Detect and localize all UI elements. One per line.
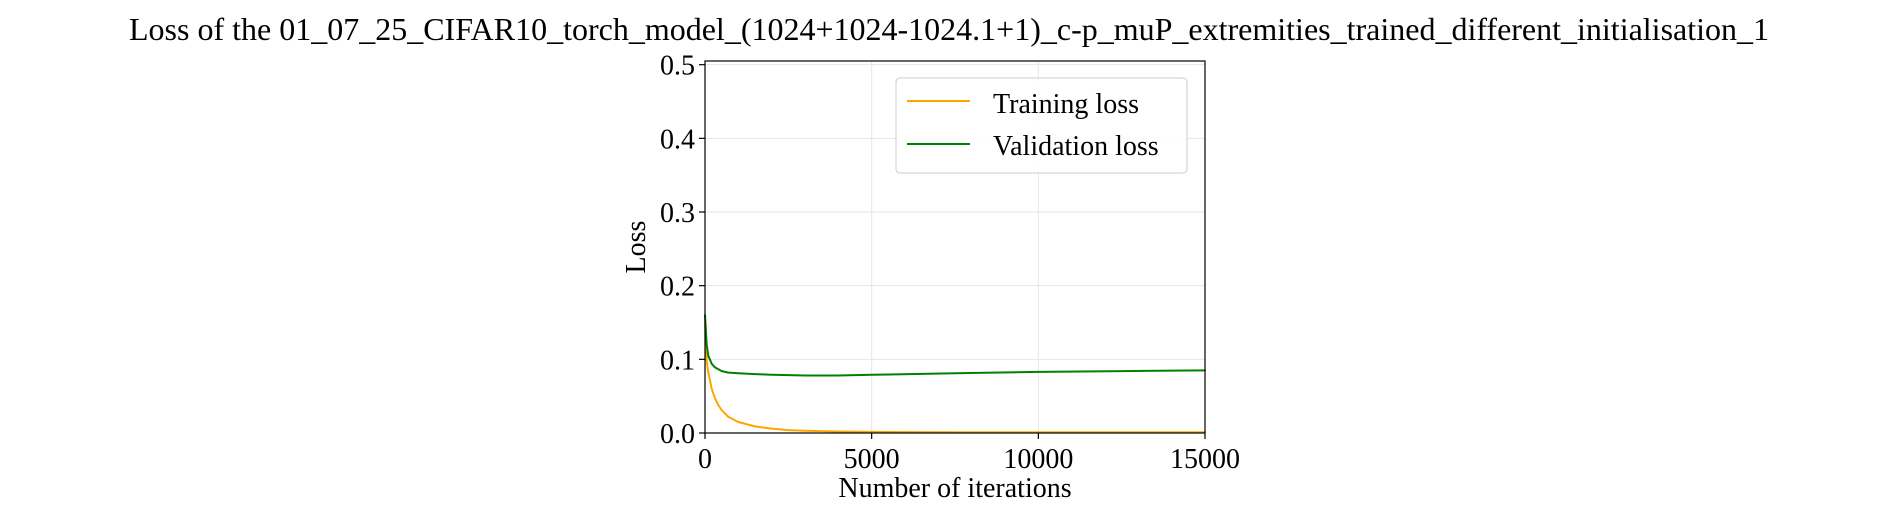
legend: Training loss Validation loss: [895, 77, 1188, 174]
series-layer: [704, 314, 1206, 434]
y-tick-label: 0.5: [660, 51, 695, 82]
y-tick-label: 0.2: [660, 272, 695, 303]
plot-frame: [704, 60, 1206, 434]
series-line-training: [704, 321, 1206, 434]
x-tick-label: 0: [698, 444, 712, 475]
x-tick-label: 5000: [844, 444, 900, 475]
x-tick-label: 10000: [1003, 444, 1073, 475]
legend-label-validation: Validation loss: [993, 131, 1159, 162]
y-tick-label: 0.4: [660, 124, 695, 155]
legend-label-training: Training loss: [993, 89, 1139, 120]
series-line-validation: [704, 314, 1206, 377]
y-tick-label: 0.0: [660, 419, 695, 450]
y-tick-label: 0.1: [660, 345, 695, 376]
y-tick-label: 0.3: [660, 198, 695, 229]
y-axis-label: Loss: [621, 221, 652, 274]
x-tick-label: 15000: [1170, 444, 1240, 475]
axis-ticks: 0 5000 10000 15000 0.0 0.1 0.2 0.3 0.4 0.5: [660, 51, 1240, 475]
x-axis-label: Number of iterations: [838, 473, 1071, 504]
chart-title: Loss of the 01_07_25_CIFAR10_torch_model…: [129, 11, 1769, 47]
